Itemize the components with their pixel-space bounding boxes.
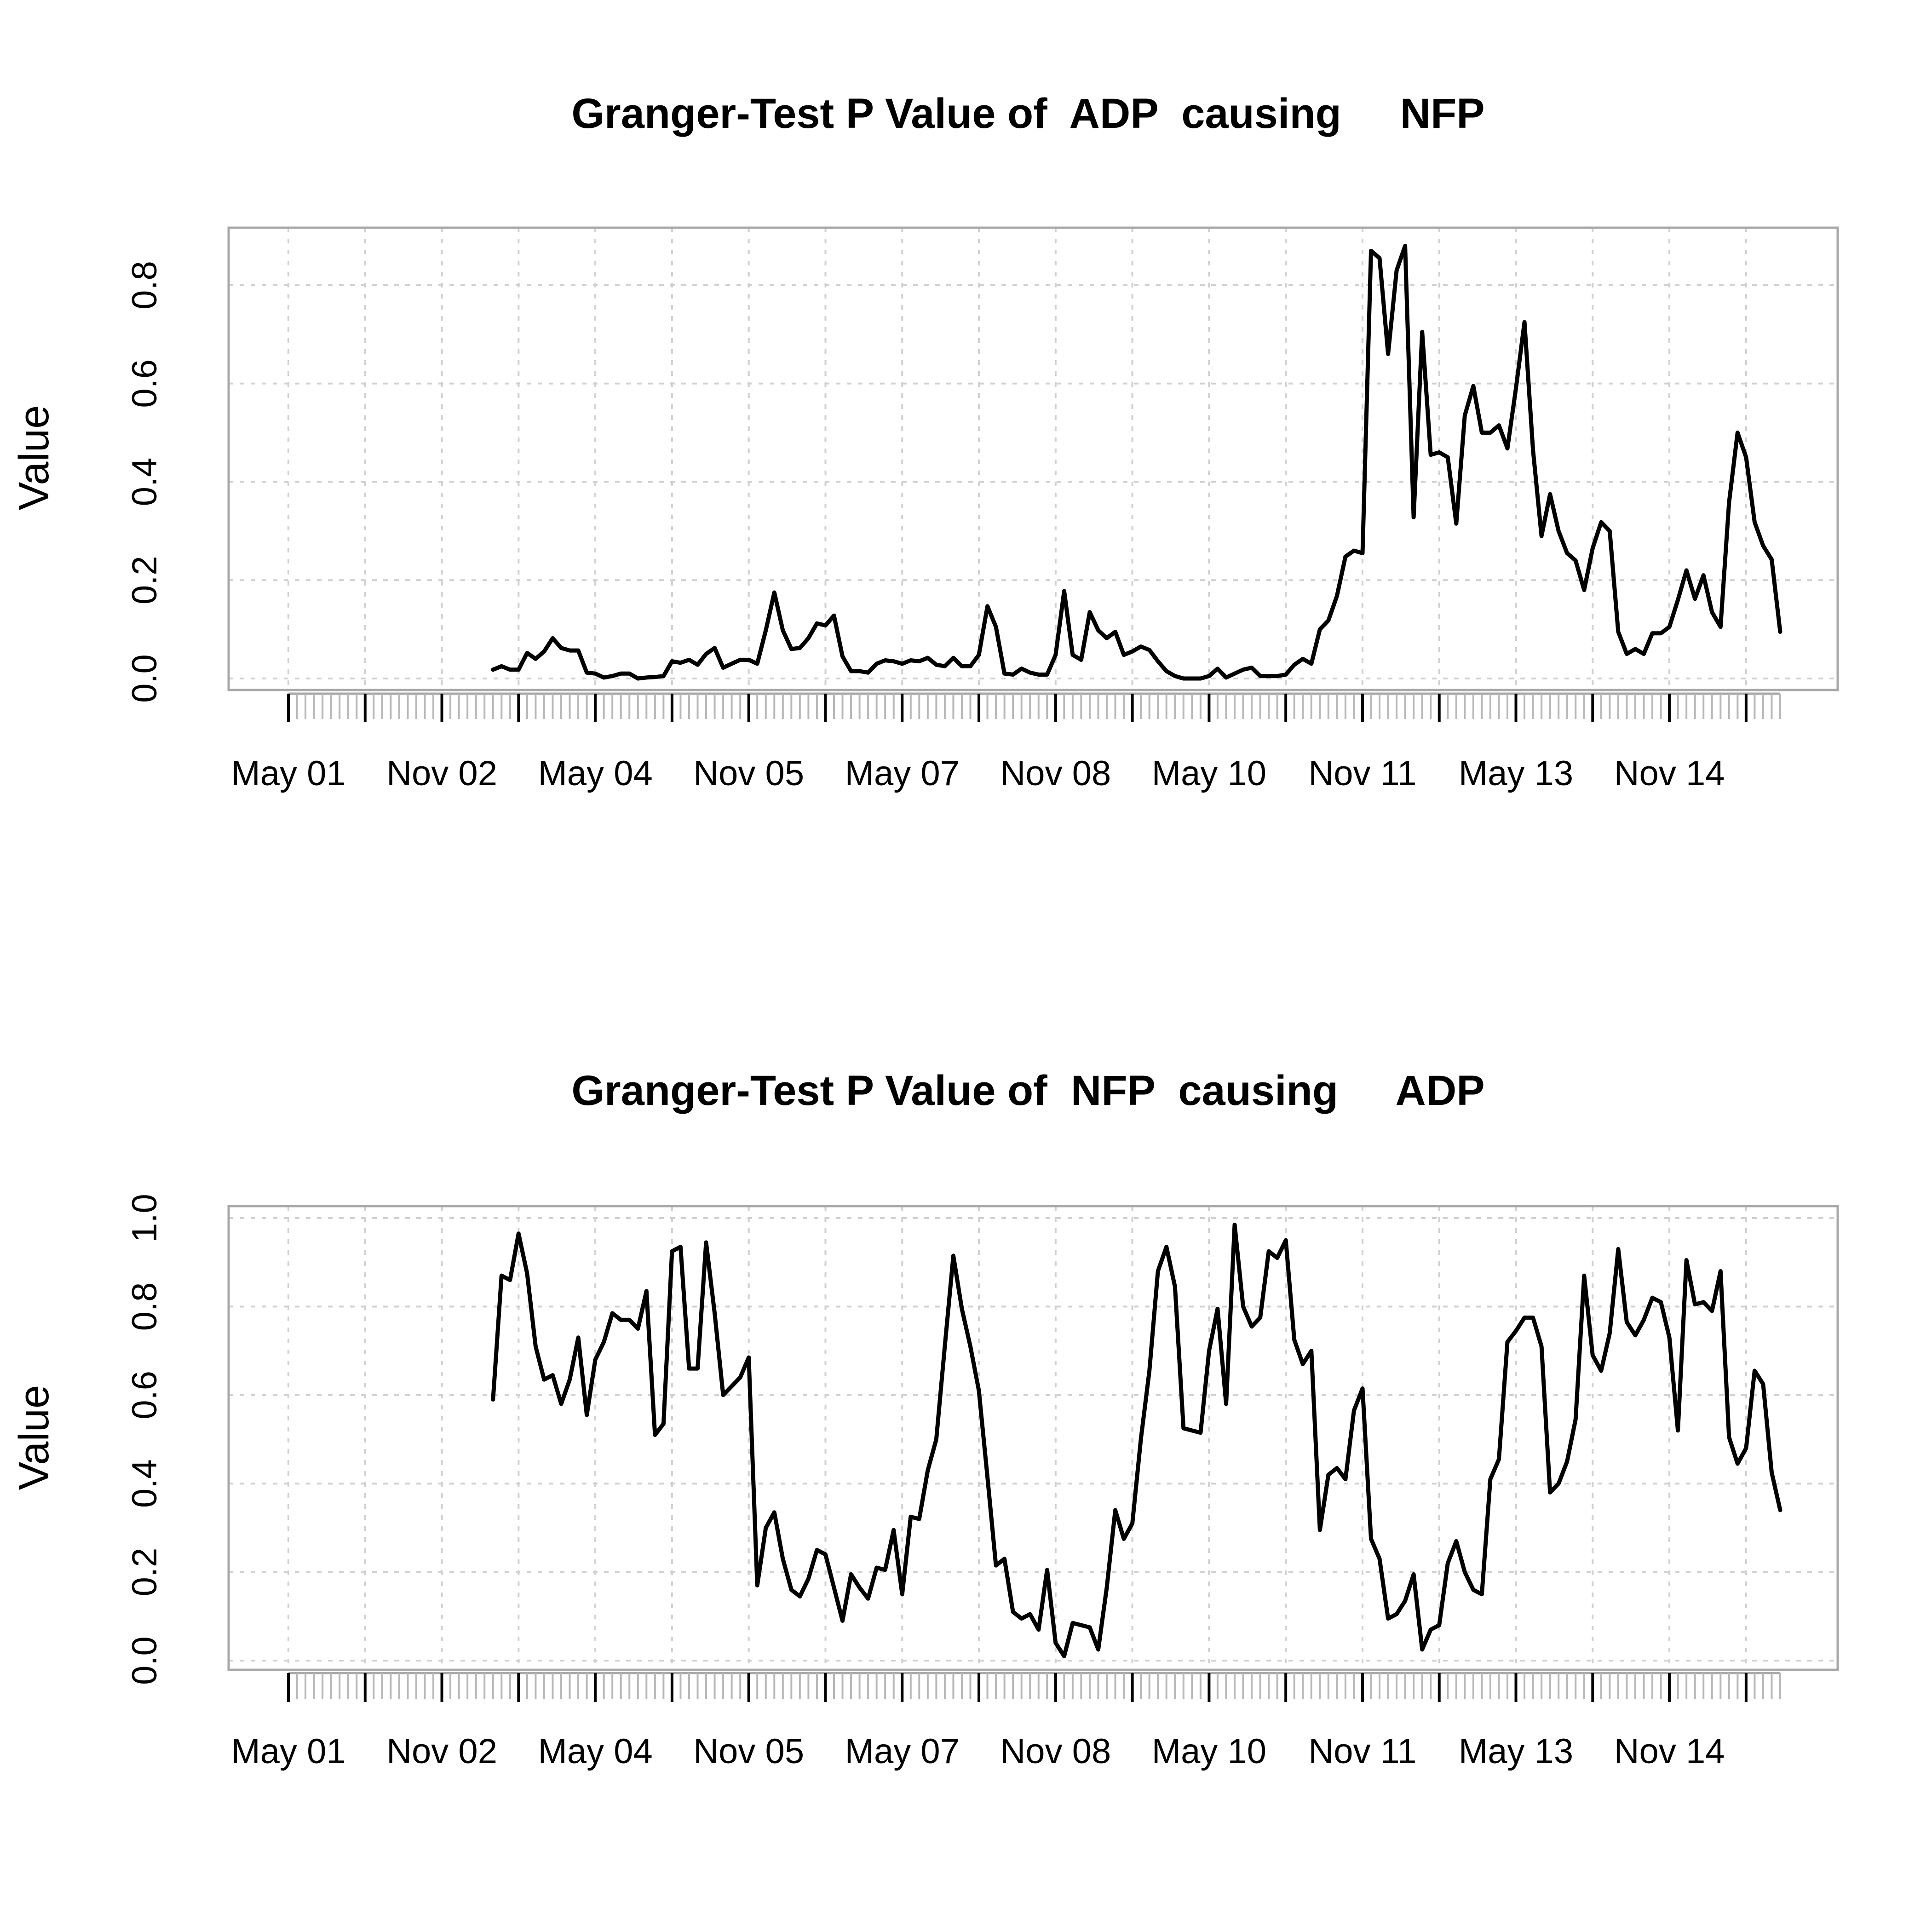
- y-axis-label: Value: [11, 1385, 58, 1490]
- x-axis-tick-labels: May 01 Nov 02 May 04 Nov 05 May 07 Nov 08 May …: [231, 1732, 1725, 1771]
- y-tick-label: 0.8: [125, 1282, 164, 1331]
- y-tick-label: 0.8: [125, 261, 164, 310]
- chart-title: Granger-Test P Value of NFP causing ADP: [571, 1067, 1484, 1114]
- x-tick-label: Nov 02: [386, 754, 497, 793]
- y-tick-label: 0.2: [125, 556, 164, 604]
- y-tick-label: 0.4: [125, 458, 164, 506]
- y-tick-label: 0.0: [125, 654, 164, 703]
- chart-panel-adp-causing-nfp: Granger-Test P Value of ADP causing NFP …: [11, 90, 1839, 793]
- x-tick-label: May 01: [231, 754, 345, 793]
- y-tick-label: 0.6: [125, 1371, 164, 1420]
- x-tick-label: May 04: [538, 1732, 653, 1771]
- x-tick-label: May 10: [1152, 754, 1266, 793]
- y-axis-label: Value: [11, 405, 58, 510]
- y-tick-label: 0.2: [125, 1548, 164, 1597]
- grid-lines: [229, 228, 1838, 690]
- series-layer: [491, 244, 1782, 681]
- plot-frame: [227, 226, 1839, 691]
- x-tick-label: May 04: [538, 754, 653, 793]
- plot-frame: [227, 1205, 1839, 1671]
- x-tick-label: Nov 14: [1614, 754, 1725, 793]
- series-layer: [491, 1222, 1782, 1658]
- x-tick-label: Nov 05: [693, 1732, 804, 1771]
- y-tick-label: 0.0: [125, 1636, 164, 1685]
- chart-title: Granger-Test P Value of ADP causing NFP: [571, 90, 1484, 137]
- y-tick-label: 1.0: [125, 1194, 164, 1242]
- x-tick-label: Nov 11: [1308, 754, 1416, 793]
- series-line: [491, 1222, 1782, 1658]
- x-tick-label: Nov 05: [693, 754, 804, 793]
- x-tick-label: May 07: [845, 754, 960, 793]
- x-tick-label: Nov 08: [1000, 754, 1111, 793]
- series-line: [491, 244, 1782, 681]
- x-tick-label: Nov 11: [1308, 1732, 1416, 1771]
- y-axis-ticks: 0.0 0.2 0.4 0.6 0.8: [125, 261, 230, 703]
- x-tick-label: May 13: [1459, 754, 1573, 793]
- x-tick-label: May 13: [1459, 1732, 1573, 1771]
- x-tick-label: Nov 14: [1614, 1732, 1725, 1771]
- x-tick-label: May 07: [845, 1732, 960, 1771]
- x-axis-tick-labels: May 01 Nov 02 May 04 Nov 05 May 07 Nov 08 May …: [231, 754, 1725, 793]
- x-tick-label: Nov 08: [1000, 1732, 1111, 1771]
- chart-panel-nfp-causing-adp: Granger-Test P Value of NFP causing ADP …: [11, 1067, 1839, 1771]
- x-tick-label: Nov 02: [386, 1732, 497, 1771]
- y-tick-label: 0.4: [125, 1459, 164, 1508]
- x-tick-label: May 01: [231, 1732, 345, 1771]
- y-tick-label: 0.6: [125, 359, 164, 408]
- x-tick-label: May 10: [1152, 1732, 1266, 1771]
